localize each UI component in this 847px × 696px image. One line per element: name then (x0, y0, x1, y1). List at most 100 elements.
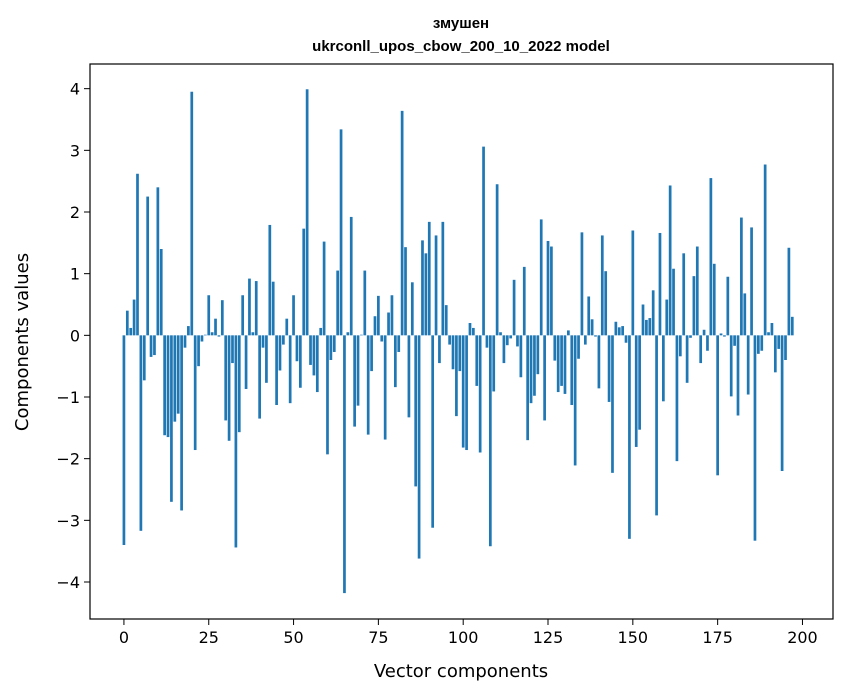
bar-144 (611, 335, 614, 473)
bar-108 (488, 335, 492, 547)
bar-77 (383, 335, 387, 440)
bar-101 (465, 335, 468, 451)
bar-147 (621, 326, 625, 336)
x-tick-label: 25 (199, 628, 219, 647)
bar-172 (706, 335, 709, 351)
y-tick-label: 1 (70, 265, 80, 284)
bar-189 (763, 164, 767, 336)
bar-79 (390, 295, 394, 336)
bar-122 (536, 335, 540, 375)
bar-15 (173, 335, 177, 422)
bar-170 (699, 335, 703, 364)
bar-4 (136, 173, 139, 336)
bar-117 (519, 335, 523, 378)
bar-61 (329, 335, 333, 360)
y-tick-label: −3 (56, 511, 80, 530)
bar-63 (336, 270, 340, 336)
bar-17 (180, 335, 183, 511)
bar-196 (787, 247, 791, 336)
bar-123 (539, 219, 543, 336)
bar-12 (163, 335, 166, 436)
bar-193 (777, 335, 781, 349)
bar-37 (248, 278, 251, 336)
bar-0 (122, 335, 126, 545)
bar-153 (641, 304, 645, 336)
bar-47 (282, 335, 285, 345)
bar-168 (692, 276, 696, 336)
bar-100 (461, 335, 465, 448)
bar-62 (332, 335, 336, 352)
bar-140 (597, 335, 601, 389)
bar-190 (767, 332, 770, 336)
bar-1 (125, 310, 129, 336)
bar-137 (587, 296, 591, 336)
y-tick-label: −1 (56, 388, 80, 407)
bar-11 (159, 249, 163, 336)
bar-129 (560, 335, 563, 386)
bar-71 (363, 270, 367, 336)
bar-173 (709, 178, 713, 336)
bar-34 (237, 335, 241, 433)
bar-57 (315, 335, 319, 393)
bar-31 (227, 335, 231, 441)
x-tick-label: 125 (533, 628, 564, 647)
bar-33 (234, 335, 238, 548)
bar-113 (505, 335, 509, 346)
bar-83 (404, 247, 407, 336)
bar-10 (156, 187, 160, 336)
x-tick-label: 150 (618, 628, 649, 647)
bar-48 (285, 318, 289, 336)
bar-89 (424, 253, 428, 336)
bar-50 (292, 295, 295, 336)
bar-106 (482, 146, 485, 336)
bar-104 (475, 335, 479, 386)
bar-139 (594, 335, 597, 337)
bar-191 (770, 323, 774, 336)
bar-99 (458, 335, 462, 372)
bar-186 (753, 335, 757, 541)
bar-72 (366, 335, 370, 435)
bar-56 (312, 335, 316, 376)
bar-160 (665, 299, 669, 336)
bar-24 (203, 334, 207, 336)
bar-138 (590, 319, 594, 336)
bar-35 (241, 295, 245, 336)
bar-175 (716, 335, 719, 476)
bar-51 (295, 335, 299, 362)
bar-78 (387, 312, 390, 336)
y-axis-label: Components values (12, 253, 33, 431)
bar-81 (397, 335, 401, 352)
bar-8 (149, 335, 153, 357)
bar-90 (427, 221, 431, 336)
bar-136 (583, 335, 587, 345)
bar-184 (746, 335, 750, 395)
bar-43 (268, 224, 272, 336)
bar-7 (146, 196, 150, 336)
bar-22 (197, 335, 200, 367)
y-tick-label: 3 (70, 141, 80, 160)
bar-27 (214, 318, 217, 336)
bar-124 (543, 335, 546, 421)
bar-188 (760, 335, 764, 351)
bar-98 (455, 335, 458, 417)
x-tick-label: 175 (702, 628, 733, 647)
bar-5 (139, 335, 143, 531)
bar-132 (570, 335, 574, 406)
bar-185 (750, 227, 753, 336)
bar-158 (658, 232, 662, 336)
bar-25 (207, 295, 211, 336)
bar-111 (499, 332, 502, 336)
bar-53 (302, 228, 306, 336)
bar-159 (662, 335, 665, 402)
bar-97 (451, 335, 455, 370)
bar-29 (220, 300, 224, 336)
bar-91 (431, 335, 435, 528)
x-tick-label: 200 (787, 628, 818, 647)
bar-109 (492, 335, 496, 392)
bar-183 (743, 293, 747, 336)
x-axis: 0 25 50 75 100 125 150 175 200 (119, 619, 818, 647)
chart-subtitle: ukrconll_upos_cbow_200_10_2022 model (312, 38, 610, 55)
bar-107 (485, 335, 489, 348)
bar-128 (556, 335, 560, 393)
bar-14 (170, 335, 173, 502)
